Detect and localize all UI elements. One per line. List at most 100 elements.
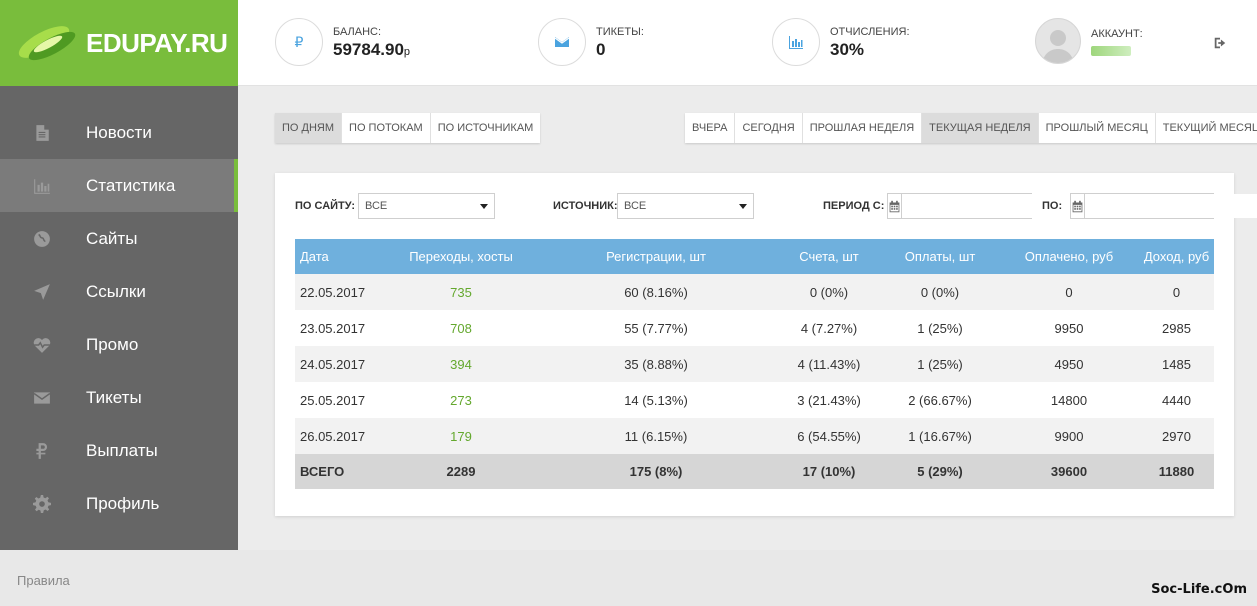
logo-text: EDUPAY.RU bbox=[86, 27, 228, 58]
table-row: 23.05.2017 708 55 (7.77%) 4 (7.27%) 1 (25%) 9… bbox=[295, 310, 1214, 346]
group-tab-2[interactable]: ПО ИСТОЧНИКАМ bbox=[437, 122, 534, 134]
table-cell: 6 (54.55%) bbox=[797, 428, 861, 444]
group-tab-0[interactable]: ПО ДНЯМ bbox=[275, 113, 343, 143]
period-from-label: ПЕРИОД С: bbox=[823, 200, 885, 212]
table-cell: 9950 bbox=[1054, 320, 1084, 336]
tickets-stat: ТИКЕТЫ: 0 bbox=[538, 18, 644, 66]
table-cell: 0 bbox=[1065, 284, 1073, 300]
period-to-field[interactable] bbox=[1070, 193, 1257, 219]
group-tab-1[interactable]: ПО ПОТОКАМ bbox=[342, 113, 431, 143]
column-header[interactable]: Регистрации, шт bbox=[606, 249, 706, 264]
period-tab-4[interactable]: ПРОШЛЫЙ МЕСЯЦ bbox=[1039, 113, 1156, 143]
column-header[interactable]: Доход, руб bbox=[1143, 249, 1210, 264]
ruble-icon bbox=[32, 441, 52, 461]
account-stat[interactable]: АККАУНТ: bbox=[1035, 18, 1143, 64]
column-header[interactable]: Оплачено, руб bbox=[1024, 249, 1114, 264]
deductions-stat: ОТЧИСЛЕНИЯ: 30% bbox=[772, 18, 910, 66]
column-header[interactable]: Оплаты, шт bbox=[904, 249, 976, 264]
table-cell: 708 bbox=[450, 320, 472, 336]
period-tab-2[interactable]: ПРОШЛАЯ НЕДЕЛЯ bbox=[803, 113, 923, 143]
location-arrow-icon bbox=[32, 282, 52, 302]
period-tabs: ВЧЕРА СЕГОДНЯ ПРОШЛАЯ НЕДЕЛЯ ТЕКУЩАЯ НЕДЕЛЯ… bbox=[685, 113, 1257, 143]
rules-link[interactable]: Правила bbox=[17, 573, 70, 588]
column-header[interactable]: Переходы, хосты bbox=[409, 249, 513, 264]
table-cell: 60 (8.16%) bbox=[624, 284, 688, 300]
sidebar-item-0[interactable]: Новости bbox=[0, 106, 238, 159]
gear-icon bbox=[32, 494, 52, 514]
sidebar-item-label: Ссылки bbox=[86, 281, 146, 301]
table-cell: 11 (6.15%) bbox=[624, 428, 688, 444]
source-select[interactable]: ВСЕ bbox=[617, 193, 754, 219]
table-cell: 0 (0%) bbox=[920, 284, 960, 300]
sidebar-item-label: Сайты bbox=[86, 228, 138, 248]
column-header[interactable]: Дата bbox=[300, 249, 329, 264]
logo[interactable]: EDUPAY.RU bbox=[0, 0, 238, 86]
group-by-tabs: ПО ДНЯМ ПО ПОТОКАМ ПО ИСТОЧНИКАМ bbox=[275, 113, 541, 143]
period-tab-5[interactable]: ТЕКУЩИЙ МЕСЯЦ bbox=[1162, 122, 1257, 134]
total-cell: 17 (10%) bbox=[802, 464, 856, 479]
table-cell: 1 (25%) bbox=[917, 356, 963, 372]
account-name-blurred bbox=[1091, 46, 1131, 56]
table-cell: 2970 bbox=[1162, 428, 1191, 444]
table-cell: 0 bbox=[1172, 284, 1181, 300]
column-header[interactable]: Счета, шт bbox=[799, 249, 859, 264]
site-filter-label: ПО САЙТУ: bbox=[295, 200, 355, 212]
sidebar-item-1[interactable]: Статистика bbox=[0, 159, 238, 212]
period-from-field[interactable] bbox=[887, 193, 1079, 219]
heartbeat-icon bbox=[32, 335, 52, 355]
table-row: 22.05.2017 735 60 (8.16%) 0 (0%) 0 (0%) 0 0 bbox=[295, 274, 1214, 310]
table-cell: 24.05.2017 bbox=[300, 356, 366, 372]
sidebar-item-7[interactable]: Профиль bbox=[0, 477, 238, 530]
balance-label: БАЛАНС: bbox=[333, 26, 382, 38]
sidebar: EDUPAY.RU Новости Статистика Сайты Ссылки Пр… bbox=[0, 0, 238, 550]
table-row: 25.05.2017 273 14 (5.13%) 3 (21.43%) 2 (66.6… bbox=[295, 382, 1214, 418]
sidebar-item-4[interactable]: Промо bbox=[0, 318, 238, 371]
table-total-row: ВСЕГО 2289 175 (8%) 17 (10%) 5 (29%) 39600 118… bbox=[295, 454, 1214, 489]
sidebar-item-5[interactable]: Тикеты bbox=[0, 371, 238, 424]
table-cell: 735 bbox=[450, 284, 472, 300]
balance-stat: ₽ БАЛАНС: 59784.90р bbox=[275, 18, 410, 66]
deductions-value: 30% bbox=[830, 40, 865, 59]
header: ₽ БАЛАНС: 59784.90р ТИКЕТЫ: 0 ОТЧИСЛЕНИЯ… bbox=[238, 0, 1257, 86]
caret-down-icon bbox=[739, 204, 747, 209]
table-cell: 4 (11.43%) bbox=[797, 356, 861, 372]
account-label: АККАУНТ: bbox=[1091, 28, 1143, 40]
period-tab-0[interactable]: ВЧЕРА bbox=[685, 113, 736, 143]
tickets-value: 0 bbox=[596, 40, 606, 59]
table-cell: 179 bbox=[450, 428, 472, 444]
globe-icon bbox=[32, 229, 52, 249]
stats-table: Дата Переходы, хосты Регистрации, шт Счета,… bbox=[295, 239, 1214, 489]
site-select-value: ВСЕ bbox=[365, 200, 388, 212]
sidebar-nav: Новости Статистика Сайты Ссылки Промо Тикеты В… bbox=[0, 106, 238, 530]
sidebar-item-3[interactable]: Ссылки bbox=[0, 265, 238, 318]
bar-chart-icon bbox=[772, 18, 820, 66]
sidebar-item-label: Выплаты bbox=[86, 440, 158, 460]
total-cell: 11880 bbox=[1158, 464, 1195, 479]
table-cell: 9900 bbox=[1054, 428, 1084, 444]
period-tab-1[interactable]: СЕГОДНЯ bbox=[735, 113, 803, 143]
calendar-icon[interactable] bbox=[888, 194, 902, 218]
avatar[interactable] bbox=[1035, 18, 1081, 64]
table-cell: 4 (7.27%) bbox=[800, 320, 858, 336]
total-cell: 175 (8%) bbox=[629, 464, 683, 479]
table-row: 24.05.2017 394 35 (8.88%) 4 (11.43%) 1 (25%)… bbox=[295, 346, 1214, 382]
sidebar-item-label: Тикеты bbox=[86, 387, 142, 407]
table-cell: 23.05.2017 bbox=[300, 320, 366, 336]
sidebar-item-6[interactable]: Выплаты bbox=[0, 424, 238, 477]
sidebar-item-label: Профиль bbox=[86, 493, 160, 513]
watermark: Soc-Life.cOm bbox=[1151, 582, 1247, 597]
calendar-icon[interactable] bbox=[1071, 194, 1085, 218]
period-tab-3[interactable]: ТЕКУЩАЯ НЕДЕЛЯ bbox=[922, 113, 1039, 143]
site-select[interactable]: ВСЕ bbox=[358, 193, 495, 219]
logout-icon[interactable] bbox=[1213, 36, 1227, 55]
sidebar-item-label: Статистика bbox=[86, 175, 176, 195]
balance-value: 59784.90р bbox=[333, 40, 411, 59]
table-cell: 55 (7.77%) bbox=[624, 320, 688, 336]
sidebar-item-2[interactable]: Сайты bbox=[0, 212, 238, 265]
total-cell: 39600 bbox=[1050, 464, 1088, 479]
period-to-input[interactable] bbox=[1085, 194, 1257, 218]
period-from-input[interactable] bbox=[902, 194, 1079, 218]
table-cell: 1485 bbox=[1162, 356, 1191, 372]
table-cell: 3 (21.43%) bbox=[797, 392, 861, 408]
bar-chart-icon bbox=[32, 176, 52, 196]
